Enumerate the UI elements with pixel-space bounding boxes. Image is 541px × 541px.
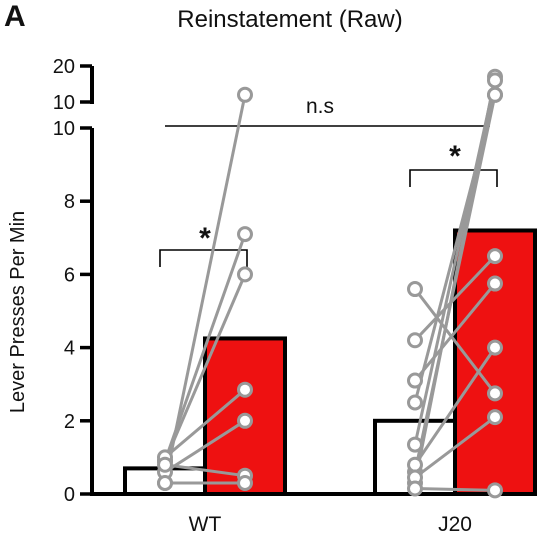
pair-line-j20-1 (413, 94, 497, 473)
pair-line-wt-4 (164, 419, 246, 474)
point-j20-baseline-7 (407, 281, 423, 298)
pair-line-j20-6 (413, 346, 497, 466)
significance-ns-label: n.s (306, 95, 334, 118)
point-wt-baseline-6 (157, 475, 173, 492)
pair-line-j20-3 (413, 94, 497, 403)
pair-line-j20-8 (414, 415, 496, 479)
point-wt-reinstatement-2 (237, 266, 253, 283)
pair-line-j20-7 (413, 288, 497, 395)
pair-line-wt-1 (163, 233, 247, 462)
y-axis-label: Lever Presses Per Min (7, 211, 29, 413)
pair-line-j20-9 (414, 487, 496, 492)
point-j20-reinstatement-5 (487, 275, 503, 292)
bar-j20-reinstatement (453, 228, 537, 496)
x-tick-label-j20: J20 (438, 513, 472, 536)
point-wt-reinstatement-0 (237, 86, 253, 103)
significance-bracket-wt (159, 249, 248, 267)
pair-line-j20-5 (413, 282, 497, 382)
point-j20-baseline-4 (407, 332, 423, 349)
y-tick-8-label: 8 (64, 191, 75, 213)
significance-star-j20: * (449, 140, 461, 173)
point-wt-reinstatement-4 (237, 412, 253, 429)
point-j20-reinstatement-7 (487, 385, 503, 402)
y-tick-6-label: 6 (64, 264, 75, 286)
pair-line-wt-5 (164, 463, 246, 478)
significance-star-wt: * (199, 222, 211, 255)
point-wt-baseline-5 (157, 456, 173, 473)
y-tick-2-label: 2 (64, 411, 75, 433)
pair-line-j20-4 (413, 255, 497, 342)
pair-line-wt-2 (163, 273, 247, 462)
point-j20-baseline-2 (407, 436, 423, 453)
point-j20-baseline-3 (407, 394, 423, 411)
point-j20-reinstatement-4 (487, 248, 503, 265)
y-tick-4-label: 4 (64, 338, 75, 360)
point-j20-reinstatement-6 (487, 339, 503, 356)
point-wt-reinstatement-1 (237, 226, 253, 243)
point-j20-reinstatement-8 (487, 409, 503, 426)
significance-bracket-j20 (409, 169, 498, 187)
y-tick-upper-10-label: 10 (53, 92, 75, 114)
point-wt-reinstatement-3 (237, 381, 253, 398)
pair-line-wt-0 (163, 94, 247, 484)
x-tick-label-wt: WT (189, 513, 222, 536)
point-j20-baseline-9 (407, 480, 423, 497)
point-wt-reinstatement-6 (237, 475, 253, 492)
y-tick-upper-20-label: 20 (53, 56, 75, 78)
pair-line-wt-3 (164, 388, 246, 459)
point-j20-baseline-5 (407, 372, 423, 389)
point-j20-reinstatement-3 (487, 86, 503, 103)
point-j20-baseline-6 (407, 456, 423, 473)
y-tick-10-label: 10 (53, 118, 75, 140)
y-tick-0-label: 0 (64, 484, 75, 506)
point-j20-reinstatement-9 (487, 482, 503, 499)
point-j20-reinstatement-2 (487, 72, 503, 89)
chart-title: Reinstatement (Raw) (177, 6, 402, 33)
panel-letter: A (4, 0, 26, 33)
